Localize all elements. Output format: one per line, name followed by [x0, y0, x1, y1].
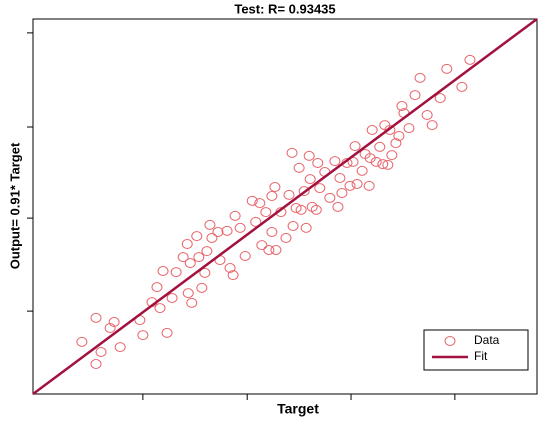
data-point	[260, 207, 272, 218]
data-point	[266, 227, 278, 237]
data-point	[151, 282, 163, 293]
data-point	[182, 288, 194, 299]
data-point	[270, 245, 282, 255]
data-point	[414, 72, 426, 83]
data-point	[310, 204, 322, 215]
data-point	[303, 150, 315, 161]
legend-marker	[444, 336, 456, 346]
data-point	[434, 93, 446, 104]
data-point	[364, 153, 376, 164]
data-point	[324, 192, 336, 203]
data-point	[363, 180, 375, 191]
data-point	[191, 231, 203, 242]
data-point	[161, 327, 173, 338]
data-point	[464, 54, 476, 65]
data-point	[344, 180, 356, 191]
data-point	[250, 216, 262, 227]
data-point	[298, 186, 310, 197]
data-point	[332, 201, 344, 212]
data-point	[349, 141, 361, 152]
data-point	[421, 110, 433, 120]
data-point	[312, 158, 324, 168]
data-point	[154, 303, 166, 314]
data-point	[196, 282, 208, 293]
data-point	[206, 233, 218, 243]
data-point	[263, 245, 275, 255]
data-point	[114, 342, 126, 353]
legend-box	[423, 329, 529, 371]
data-point	[90, 312, 102, 323]
data-point	[224, 263, 236, 273]
data-point	[370, 156, 382, 167]
data-point	[386, 150, 398, 161]
data-point	[266, 191, 278, 201]
data-point	[280, 233, 292, 243]
data-point	[269, 182, 281, 192]
data-point	[396, 101, 408, 111]
legend-label: Data	[474, 333, 500, 347]
data-point	[286, 147, 298, 158]
data-point	[254, 198, 266, 209]
data-point	[409, 90, 421, 101]
data-point	[283, 189, 295, 200]
data-point	[90, 359, 102, 369]
data-point	[256, 240, 268, 251]
data-point	[170, 267, 182, 278]
data-point	[104, 323, 116, 333]
data-point	[300, 222, 312, 233]
data-point	[229, 210, 241, 221]
data-point	[221, 225, 233, 236]
data-point	[384, 125, 396, 135]
data-point	[336, 188, 348, 198]
data-point	[382, 159, 394, 170]
plot-frame	[32, 18, 538, 395]
data-point	[287, 221, 299, 231]
data-point	[239, 251, 251, 261]
data-point	[201, 246, 213, 257]
data-point	[403, 123, 415, 134]
data-point	[212, 227, 224, 237]
data-point	[374, 141, 386, 152]
data-point	[181, 239, 193, 249]
data-point	[334, 173, 346, 183]
data-point	[166, 293, 178, 303]
y-axis-label: Output= 0.91* Target	[7, 142, 22, 269]
data-point	[157, 266, 169, 276]
data-point	[329, 156, 341, 167]
data-point	[390, 138, 402, 149]
data-point	[177, 252, 189, 263]
data-point	[356, 165, 368, 176]
x-axis-label: Target	[277, 401, 319, 417]
data-point	[441, 63, 453, 74]
data-point	[290, 203, 302, 213]
data-point	[193, 252, 205, 263]
data-point	[306, 201, 318, 212]
data-point	[95, 347, 107, 357]
data-point	[204, 219, 216, 230]
data-point	[377, 159, 389, 170]
data-point	[234, 222, 246, 233]
data-point	[137, 330, 149, 341]
legend-label: Fit	[474, 349, 488, 363]
data-point	[184, 258, 196, 269]
data-point	[76, 336, 88, 347]
data-point	[293, 162, 305, 173]
data-point	[314, 183, 326, 194]
data-point	[366, 125, 378, 135]
data-point	[304, 174, 316, 185]
data-point	[426, 120, 438, 131]
data-point	[227, 270, 239, 281]
data-point	[186, 297, 198, 308]
chart-title: Test: R= 0.93435	[234, 1, 335, 16]
data-point	[199, 267, 211, 278]
fit-line	[32, 17, 538, 396]
data-point	[393, 131, 405, 141]
data-point	[295, 204, 307, 215]
data-point	[351, 179, 363, 189]
data-point	[456, 81, 468, 92]
data-point	[108, 317, 120, 327]
data-point	[246, 195, 258, 206]
